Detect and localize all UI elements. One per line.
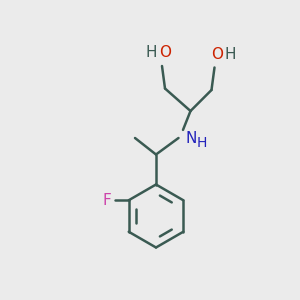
- Text: H: H: [146, 45, 157, 60]
- Text: O: O: [212, 46, 224, 62]
- Text: F: F: [102, 193, 111, 208]
- Text: N: N: [185, 130, 197, 146]
- Text: O: O: [159, 45, 171, 60]
- Text: H: H: [197, 136, 207, 149]
- Text: H: H: [224, 46, 236, 62]
